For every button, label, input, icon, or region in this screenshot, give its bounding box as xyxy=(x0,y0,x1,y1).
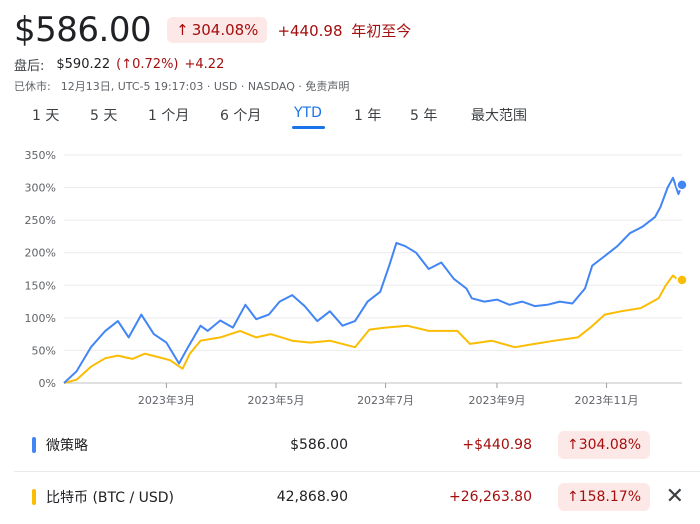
tab-5-day[interactable]: 5 天 xyxy=(90,108,118,124)
market-status-detail: 12月13日, UTC-5 19:17:03 · USD · NASDAQ · … xyxy=(60,80,350,93)
row-divider xyxy=(14,471,700,472)
comparison-percent-value: 158.17% xyxy=(578,489,641,505)
ytd-absolute-value: +440.98 xyxy=(277,21,343,40)
ytd-percent-badge: ↑ 304.08% xyxy=(167,17,268,43)
price-header: $586.00 ↑ 304.08% +440.98 年初至今 xyxy=(14,8,411,52)
current-price: $586.00 xyxy=(14,10,152,50)
x-tick-label: 2023年3月 xyxy=(138,393,195,407)
y-tick-label: 50% xyxy=(32,344,56,357)
close-icon[interactable]: ✕ xyxy=(665,484,684,509)
after-hours-percent: (↑0.72%) xyxy=(116,57,179,72)
x-tick-label: 2023年7月 xyxy=(357,393,414,407)
series-end-point xyxy=(676,274,688,286)
arrow-up-icon: ↑ xyxy=(176,21,189,39)
series-color-swatch xyxy=(32,489,36,505)
ytd-period-label: 年初至今 xyxy=(351,21,412,40)
series-line xyxy=(63,176,683,384)
after-hours-label: 盘后: xyxy=(14,59,45,74)
y-tick-label: 0% xyxy=(39,377,56,390)
y-tick-label: 250% xyxy=(25,214,56,227)
y-tick-label: 350% xyxy=(25,149,56,162)
y-tick-label: 150% xyxy=(25,279,56,292)
tab-1-year[interactable]: 1 年 xyxy=(354,108,382,124)
comparison-absolute-change: +26,263.80 xyxy=(449,489,532,505)
ytd-percent-value: 304.08% xyxy=(191,21,259,39)
arrow-up-icon: ↑ xyxy=(566,437,579,453)
arrow-up-icon: ↑ xyxy=(566,489,579,505)
y-tick-label: 100% xyxy=(25,312,56,325)
tab-1-day[interactable]: 1 天 xyxy=(32,108,60,124)
comparison-price: 42,868.90 xyxy=(276,489,348,505)
x-tick-label: 2023年5月 xyxy=(247,393,304,407)
after-hours-row: 盘后: $590.22 (↑0.72%) +4.22 xyxy=(14,55,224,74)
comparison-percent-value: 304.08% xyxy=(578,437,641,453)
x-tick-label: 2023年11月 xyxy=(575,393,639,407)
price-comparison-chart[interactable]: 350% 300% 250% 200% 150% 100% 50% 0% 2023年3月 2023… xyxy=(0,140,700,415)
comparison-name: 比特币 (BTC / USD) xyxy=(46,490,175,506)
x-tick-label: 2023年9月 xyxy=(468,393,525,407)
tab-5-year[interactable]: 5 年 xyxy=(410,108,438,124)
series-line xyxy=(63,274,683,384)
tab-ytd[interactable]: YTD xyxy=(294,105,322,121)
after-hours-absolute: +4.22 xyxy=(184,57,225,72)
market-status-label: 已休市: xyxy=(14,80,51,93)
tab-1-month[interactable]: 1 个月 xyxy=(148,108,190,124)
comparison-percent-badge: ↑ 158.17% xyxy=(557,483,650,511)
y-tick-label: 200% xyxy=(25,247,56,260)
comparison-absolute-change: +$440.98 xyxy=(462,437,532,453)
tab-max[interactable]: 最大范围 xyxy=(471,108,527,124)
time-range-tabs: 1 天 5 天 1 个月 6 个月 YTD 1 年 5 年 最大范围 xyxy=(0,102,700,132)
market-status-row: 已休市: 12月13日, UTC-5 19:17:03 · USD · NASD… xyxy=(14,78,349,94)
active-tab-indicator xyxy=(292,126,325,129)
ytd-absolute-change: +440.98 年初至今 xyxy=(277,20,411,41)
comparison-price: $586.00 xyxy=(290,437,348,453)
y-tick-label: 300% xyxy=(25,182,56,195)
comparison-percent-badge: ↑ 304.08% xyxy=(557,431,650,459)
tab-6-month[interactable]: 6 个月 xyxy=(220,108,262,124)
series-color-swatch xyxy=(32,437,36,453)
comparison-row-mstr[interactable]: 微策略 $586.00 +$440.98 ↑ 304.08% xyxy=(0,421,700,469)
after-hours-price: $590.22 xyxy=(56,57,111,72)
comparison-name: 微策略 xyxy=(46,438,88,454)
comparison-row-btc[interactable]: 比特币 (BTC / USD) 42,868.90 +26,263.80 ↑ 1… xyxy=(0,473,700,521)
series-end-point xyxy=(676,179,688,191)
